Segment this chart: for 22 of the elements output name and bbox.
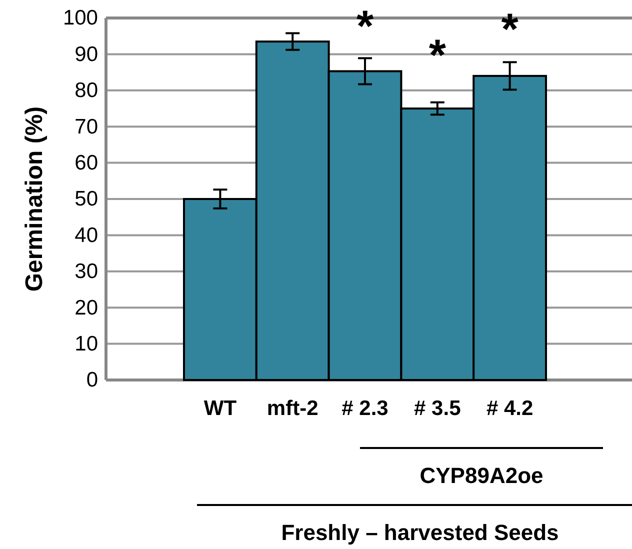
y-tick-label: 90	[74, 42, 98, 66]
y-axis-title: Germination (%)	[21, 106, 48, 292]
annotation: *	[356, 2, 374, 51]
x-tick-label: mft-2	[266, 396, 318, 420]
x-tick-label: # 2.3	[342, 396, 388, 420]
y-tick-label: 0	[86, 368, 98, 392]
y-tick-label: 40	[74, 224, 98, 247]
y-tick-label: 80	[74, 79, 98, 102]
annotation: *	[428, 31, 447, 80]
text: Freshly – harvested Seeds	[281, 520, 559, 545]
y-tick-label: 100	[62, 6, 98, 30]
y-tick-label: 50	[74, 188, 98, 211]
y-tick-label: 30	[74, 260, 98, 284]
x-tick-label: # 4.2	[486, 396, 534, 420]
annotation: *	[501, 5, 520, 54]
x-tick-label: # 3.5	[414, 396, 462, 420]
y-tick-label: 20	[74, 296, 98, 320]
text: CYP89A2oe	[420, 463, 544, 488]
x-tick-label: WT	[204, 396, 237, 420]
y-tick-label: 10	[74, 332, 98, 356]
y-tick-label: 60	[74, 152, 98, 175]
y-tick-label: 70	[74, 115, 98, 138]
